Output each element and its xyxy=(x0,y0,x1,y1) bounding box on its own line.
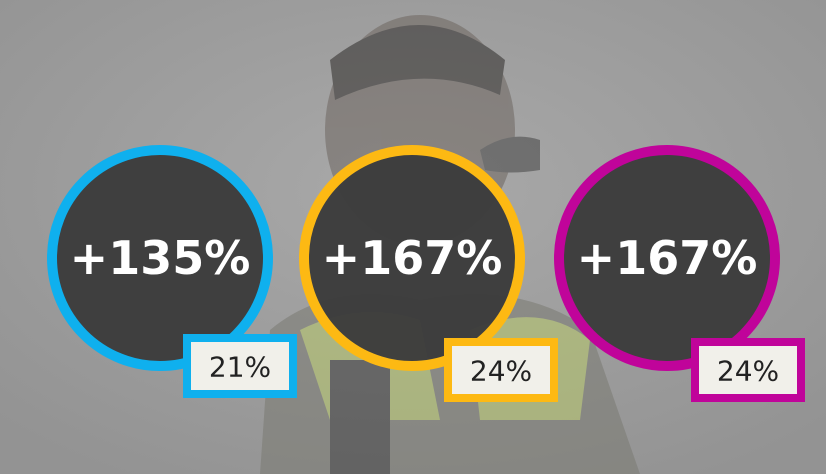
stat-value: +167% xyxy=(577,231,758,285)
badge-value: 24% xyxy=(717,355,779,388)
badge-value: 24% xyxy=(470,355,532,388)
badge-box xyxy=(444,338,558,402)
badge-box xyxy=(691,338,805,402)
badge-value: 21% xyxy=(209,351,271,384)
stat-value: +167% xyxy=(322,231,503,285)
stat-value: +135% xyxy=(70,231,251,285)
stat-circle xyxy=(299,145,525,371)
badge-box xyxy=(183,334,297,398)
stat-circle xyxy=(554,145,780,371)
stat-items: +135% 21% +167% 24% +167% 24% xyxy=(47,145,805,402)
stat-circle xyxy=(47,145,273,371)
